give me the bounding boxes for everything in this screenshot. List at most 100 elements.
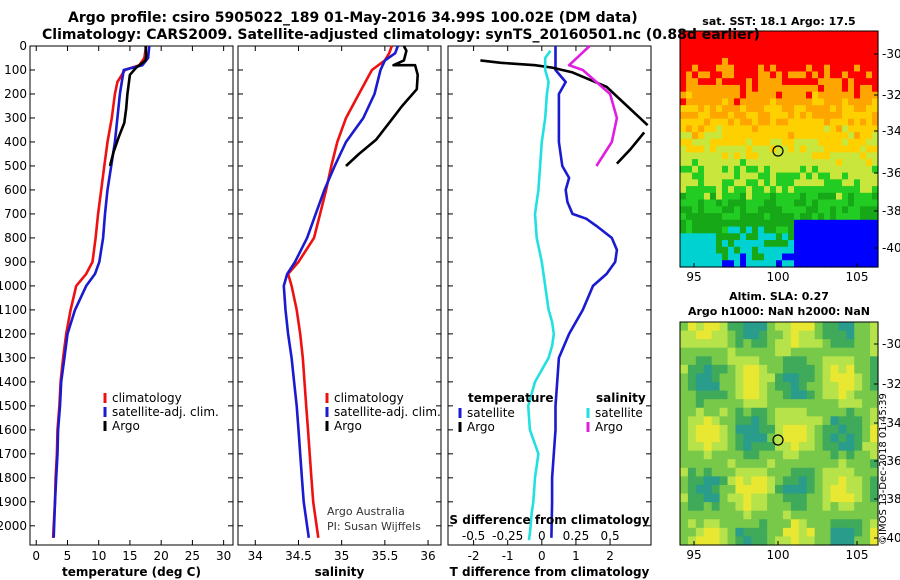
map-cell xyxy=(862,510,871,520)
map-cell xyxy=(872,226,879,234)
map-cell xyxy=(695,424,705,435)
map-cell xyxy=(751,322,760,332)
map-cell xyxy=(854,519,863,529)
map-cell xyxy=(692,37,699,46)
map-cell xyxy=(800,253,807,261)
map-cell xyxy=(824,240,831,248)
map-cell xyxy=(758,213,765,221)
y-tick-label: 1600 xyxy=(0,423,27,437)
map-cell xyxy=(740,98,747,106)
map-cell xyxy=(860,118,867,126)
map-cell xyxy=(848,78,855,86)
map-cell xyxy=(734,206,741,214)
map-cell xyxy=(814,399,824,409)
map-cell xyxy=(734,226,741,234)
legend-label: climatology xyxy=(112,391,182,405)
map-cell xyxy=(680,138,687,147)
map-cell xyxy=(806,390,816,400)
x-tick-label: 34.5 xyxy=(285,549,312,563)
map-cell xyxy=(735,527,744,538)
x-tick-label: 1 xyxy=(572,549,580,563)
map-cell xyxy=(854,84,861,93)
map-cell xyxy=(775,330,784,340)
map-cell xyxy=(704,152,711,160)
map-cell xyxy=(848,105,855,113)
map-cell xyxy=(782,199,789,207)
map-cell xyxy=(872,44,879,52)
y-tick-label: 700 xyxy=(4,207,27,221)
map-cell xyxy=(782,132,789,140)
map-cell xyxy=(704,132,711,140)
map-cell xyxy=(740,186,747,194)
legend-title: temperature xyxy=(468,391,553,405)
map-cell xyxy=(776,240,783,248)
map-cell xyxy=(722,159,729,167)
map-cell xyxy=(866,233,873,241)
map-cell xyxy=(722,152,729,160)
map-cell xyxy=(775,527,784,538)
map-cell xyxy=(764,91,771,100)
map-cell xyxy=(695,347,705,357)
x-tick-label: 20 xyxy=(154,549,169,563)
map-cell xyxy=(838,364,847,375)
map-cell xyxy=(743,322,752,332)
map-cell xyxy=(854,37,861,46)
map-cell xyxy=(695,433,705,443)
map-cell xyxy=(830,91,837,100)
map-cell xyxy=(806,118,813,126)
map-cell xyxy=(860,51,867,59)
map-cell xyxy=(728,44,735,52)
map-cell xyxy=(800,226,807,234)
y-tick-label: 1200 xyxy=(0,327,27,341)
map-cell xyxy=(846,433,855,443)
map-cell xyxy=(680,51,687,59)
map-cell xyxy=(770,44,777,52)
map-cell xyxy=(759,527,768,538)
map-cell xyxy=(759,382,768,392)
map-cell xyxy=(722,37,729,46)
map-cell xyxy=(818,246,825,255)
map-cell xyxy=(794,64,801,73)
map-cell xyxy=(860,253,867,261)
map-cell xyxy=(854,433,863,443)
annotation-line: Argo Australia xyxy=(327,505,405,518)
map-cell xyxy=(776,233,783,241)
map-cell xyxy=(782,253,789,261)
map-cell xyxy=(710,240,717,248)
map-cell xyxy=(752,31,759,39)
map-cell xyxy=(776,91,783,100)
map-cell xyxy=(830,484,839,495)
map-cell xyxy=(776,37,783,46)
map-cell xyxy=(758,240,765,248)
map-cell xyxy=(812,206,819,214)
map-cell xyxy=(764,219,771,228)
map-cell xyxy=(728,226,735,234)
map-cell xyxy=(687,322,697,332)
map-cell xyxy=(680,467,689,477)
map-cell xyxy=(790,459,800,469)
map-cell xyxy=(698,226,705,234)
map-cell xyxy=(752,226,759,234)
map-cell xyxy=(722,206,729,214)
map-cell xyxy=(752,71,759,79)
map-cell xyxy=(722,71,729,79)
map-cell xyxy=(846,373,855,383)
map-cell xyxy=(728,213,735,221)
map-cell xyxy=(788,260,795,268)
map-cell xyxy=(830,356,839,366)
map-cell xyxy=(719,416,729,426)
map-cell xyxy=(822,476,832,486)
map-cell xyxy=(860,91,867,100)
map-cell xyxy=(740,246,747,255)
map-cell xyxy=(822,373,832,383)
x-axis-label-top: S difference from climatology xyxy=(449,513,649,527)
map-cell xyxy=(814,339,824,349)
map-cell xyxy=(806,450,816,460)
sla-map-title-1: Altim. SLA: 0.27 xyxy=(729,290,829,303)
map-cell xyxy=(870,433,879,443)
map-cell xyxy=(830,186,837,194)
map-cell xyxy=(775,484,784,495)
map-cell xyxy=(848,206,855,214)
map-cell xyxy=(740,57,747,66)
map-cell xyxy=(842,118,849,126)
